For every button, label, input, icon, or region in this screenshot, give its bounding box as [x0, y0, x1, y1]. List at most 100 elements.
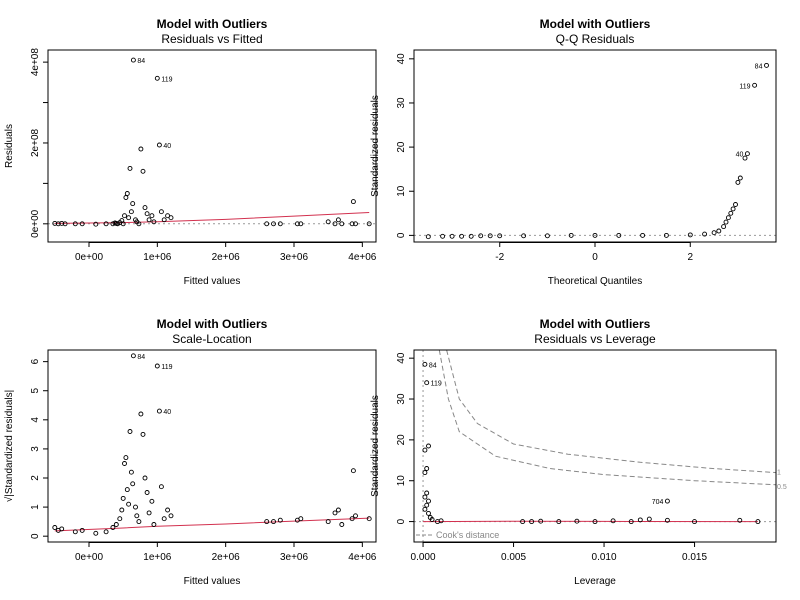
data-point [663, 232, 669, 238]
cooks-contour-label: 0.5 [777, 484, 787, 491]
x-tick-label: 0.010 [592, 552, 617, 563]
chart-subtitle: Residuals vs Leverage [534, 332, 656, 346]
data-point [592, 519, 598, 525]
y-tick-label: 4e+08 [30, 48, 41, 77]
data-point [366, 221, 372, 227]
y-tick-label: 0 [396, 232, 407, 238]
cooks-legend-text: Cook's distance [436, 530, 499, 540]
data-point [353, 221, 358, 227]
data-point [62, 221, 68, 227]
data-point [353, 513, 358, 519]
data-point [425, 234, 431, 240]
data-point [130, 57, 136, 63]
data-point [529, 519, 535, 525]
data-point [59, 526, 65, 532]
data-point [168, 513, 174, 519]
x-tick-label: 1e+06 [143, 552, 172, 563]
y-axis: 0 10 20 30 40 [396, 352, 414, 524]
data-point [711, 230, 717, 236]
data-point [156, 142, 162, 148]
data-point [59, 220, 65, 226]
x-axis-label: Fitted values [184, 576, 241, 587]
chart-title: Model with Outliers [540, 17, 651, 31]
data-point [130, 481, 136, 487]
data-point [120, 495, 126, 501]
y-tick-label: 1 [30, 504, 41, 510]
data-point [646, 516, 652, 522]
data-point [735, 179, 741, 185]
data-point [151, 219, 157, 225]
data-point [277, 517, 283, 523]
data-point [133, 504, 138, 510]
data-point [687, 232, 693, 238]
plot-frame [413, 49, 777, 243]
point-label: 84 [755, 63, 763, 70]
x-tick-label: 1e+06 [143, 252, 172, 263]
y-tick-label: 20 [396, 434, 407, 446]
point-label: 84 [137, 354, 145, 361]
data-point [298, 516, 304, 522]
data-point [142, 205, 148, 211]
data-point [664, 517, 670, 523]
data-point [349, 221, 355, 227]
data-point [733, 202, 738, 207]
data-point [136, 221, 142, 227]
data-point [52, 525, 58, 530]
data-point [628, 519, 634, 525]
data-point [424, 490, 430, 496]
data-point [742, 155, 748, 161]
data-point [127, 165, 133, 171]
point-label: 84 [137, 58, 145, 65]
data-point [426, 510, 431, 516]
data-point [138, 146, 144, 152]
data-point [702, 231, 708, 237]
plot-area [52, 57, 372, 227]
x-tick-label: 2e+06 [212, 552, 241, 563]
data-point [103, 529, 109, 535]
data-point [429, 517, 435, 522]
data-point [424, 380, 430, 386]
smooth-line [54, 517, 370, 532]
data-point [422, 361, 428, 367]
data-point [130, 353, 136, 359]
y-tick-label: 5 [30, 388, 41, 394]
data-point [79, 221, 85, 227]
data-point [52, 220, 58, 226]
point-label: 119 [431, 381, 442, 388]
x-tick-label: 0.015 [682, 552, 707, 563]
data-point [424, 502, 430, 508]
y-tick-label: 2 [30, 475, 41, 481]
chart-title: Model with Outliers [157, 17, 268, 31]
x-axis: -2 0 2 [495, 242, 693, 263]
x-tick-label: 0 [592, 252, 598, 263]
y-tick-label: 0 [396, 518, 407, 524]
data-point [350, 199, 356, 205]
data-point [422, 494, 428, 500]
plot-frame [47, 49, 377, 243]
data-point [168, 215, 174, 221]
data-point [122, 213, 127, 219]
data-point [637, 517, 643, 523]
x-tick-label: 2e+06 [212, 252, 241, 263]
data-point [117, 516, 123, 522]
data-point [154, 75, 160, 81]
x-axis-label: Theoretical Quantiles [548, 276, 643, 287]
x-axis-label: Leverage [574, 576, 616, 587]
data-point [764, 62, 769, 68]
data-point [335, 507, 341, 513]
y-axis-label: √|Standardized residuals| [3, 390, 15, 502]
x-tick-label: 4e+06 [348, 252, 377, 263]
x-axis: 0e+00 1e+06 2e+06 3e+06 4e+06 [75, 542, 377, 563]
data-point [521, 233, 527, 239]
data-point [144, 490, 150, 495]
data-point [264, 221, 270, 227]
y-tick-label: 0e+00 [30, 209, 41, 238]
data-point [134, 513, 140, 519]
y-tick-label: 40 [396, 53, 407, 65]
data-point [730, 206, 736, 212]
x-tick-label: 3e+06 [280, 252, 309, 263]
data-point [127, 429, 133, 434]
x-tick-label: 0e+00 [75, 252, 104, 263]
